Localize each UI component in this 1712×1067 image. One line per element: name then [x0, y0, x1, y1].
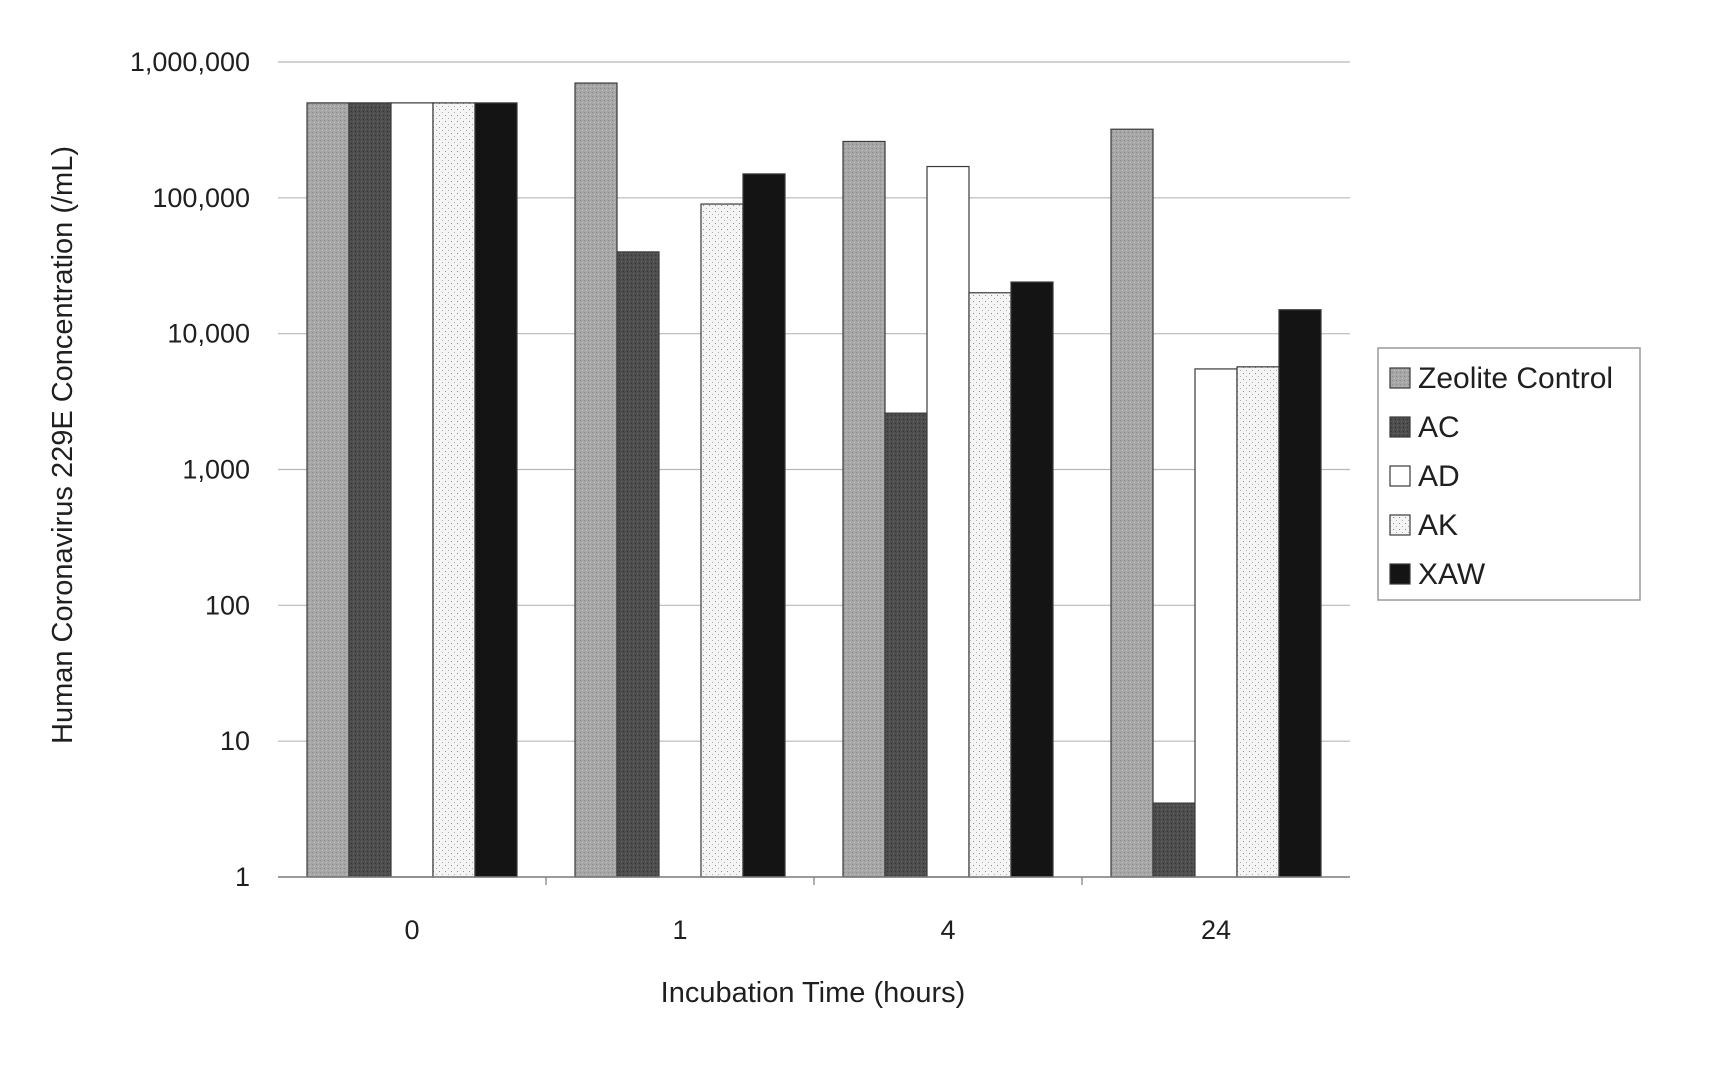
- tick-labels: 1 10 100 1,000 10,000 100,000 1,000,000 0 1 4 24: [130, 47, 1231, 945]
- legend-label: XAW: [1418, 558, 1486, 591]
- bar-ad: [927, 167, 969, 877]
- x-tick-label: 1: [672, 915, 687, 945]
- bar-ak: [701, 204, 743, 877]
- bar-xaw: [1279, 310, 1321, 877]
- legend-swatch: [1390, 417, 1410, 437]
- bar-ac: [885, 413, 927, 877]
- x-tick-label: 24: [1201, 915, 1231, 945]
- bar-xaw: [743, 174, 785, 877]
- y-tick-label: 1,000: [182, 455, 250, 485]
- x-tick-label: 4: [940, 915, 955, 945]
- bar-ac: [617, 252, 659, 877]
- y-axis-title: Human Coronavirus 229E Concentration (/m…: [47, 146, 79, 744]
- bar-xaw: [1011, 282, 1053, 877]
- legend-label: AK: [1418, 509, 1458, 542]
- legend-label: Zeolite Control: [1418, 362, 1613, 395]
- bar-ac: [1153, 803, 1195, 877]
- bar-zeolite-control: [307, 103, 349, 877]
- bar-ak: [433, 103, 475, 877]
- x-tick-label: 0: [404, 915, 419, 945]
- legend-swatch: [1390, 564, 1410, 584]
- y-tick-label: 100,000: [152, 183, 250, 213]
- axes: [278, 877, 1350, 885]
- legend-swatch: [1390, 515, 1410, 535]
- bar-zeolite-control: [1111, 129, 1153, 877]
- bar-ad: [391, 103, 433, 877]
- bar-ak: [1237, 367, 1279, 877]
- y-tick-label: 1: [235, 862, 250, 892]
- y-tick-label: 1,000,000: [130, 47, 250, 77]
- bar-ak: [969, 293, 1011, 877]
- bar-ac: [349, 103, 391, 877]
- y-tick-label: 10,000: [167, 319, 250, 349]
- legend-swatch: [1390, 466, 1410, 486]
- x-axis-title: Incubation Time (hours): [661, 977, 966, 1009]
- bar-ad: [1195, 369, 1237, 877]
- legend: Zeolite Control AC AD AK XAW: [1378, 348, 1640, 600]
- bar-zeolite-control: [843, 141, 885, 877]
- legend-swatch: [1390, 368, 1410, 388]
- bar-xaw: [475, 103, 517, 877]
- bar-zeolite-control: [575, 83, 617, 877]
- y-tick-label: 10: [220, 726, 250, 756]
- legend-label: AD: [1418, 460, 1460, 493]
- bars: [307, 83, 1321, 877]
- legend-label: AC: [1418, 411, 1460, 444]
- y-tick-label: 100: [205, 590, 250, 620]
